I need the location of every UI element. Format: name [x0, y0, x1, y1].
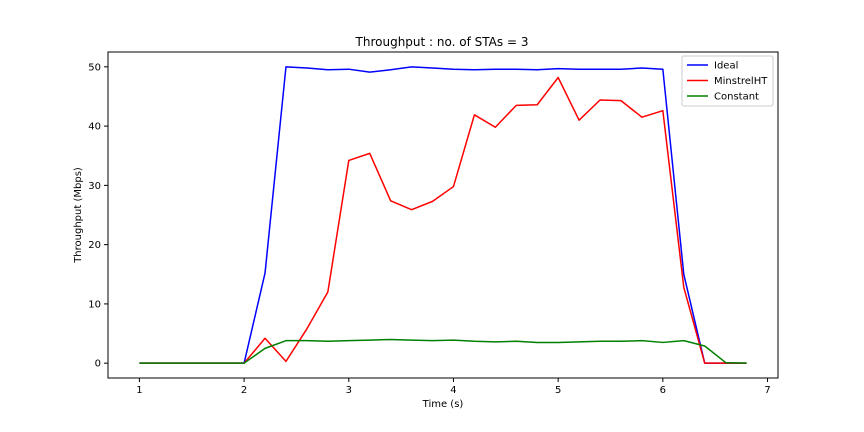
y-axis-title: Throughput (Mbps) [73, 167, 84, 264]
x-tick-label: 1 [136, 385, 142, 396]
legend: Ideal MinstrelHT Constant [681, 55, 774, 107]
y-tick-label: 0 [95, 359, 101, 370]
x-axis-title: Time (s) [422, 399, 464, 410]
series-line-minstrelht [139, 76, 747, 364]
legend-label-minstrelht: MinstrelHT [714, 76, 768, 87]
series-line-ideal [139, 66, 747, 364]
legend-box [681, 55, 774, 107]
y-tick-label: 40 [88, 122, 101, 133]
series-line-constant [139, 338, 747, 364]
y-tick-label: 10 [88, 299, 101, 310]
x-tick-label: 2 [241, 385, 247, 396]
x-tick-label: 6 [660, 385, 666, 396]
legend-label-ideal: Ideal [714, 61, 738, 72]
y-tick-label: 30 [88, 181, 101, 192]
x-tick-label: 7 [764, 385, 770, 396]
x-axis: 1 2 3 4 5 6 7 [136, 378, 771, 396]
plot-frame [107, 51, 779, 379]
x-tick-label: 3 [346, 385, 352, 396]
x-tick-label: 5 [555, 385, 561, 396]
series-layer [139, 66, 747, 364]
chart-title: Throughput : no. of STAs = 3 [355, 35, 529, 49]
legend-label-constant: Constant [714, 92, 759, 103]
y-tick-label: 20 [88, 240, 101, 251]
y-tick-label: 50 [88, 62, 101, 73]
y-axis: 0 10 20 30 40 50 [88, 62, 108, 370]
x-tick-label: 4 [450, 385, 456, 396]
